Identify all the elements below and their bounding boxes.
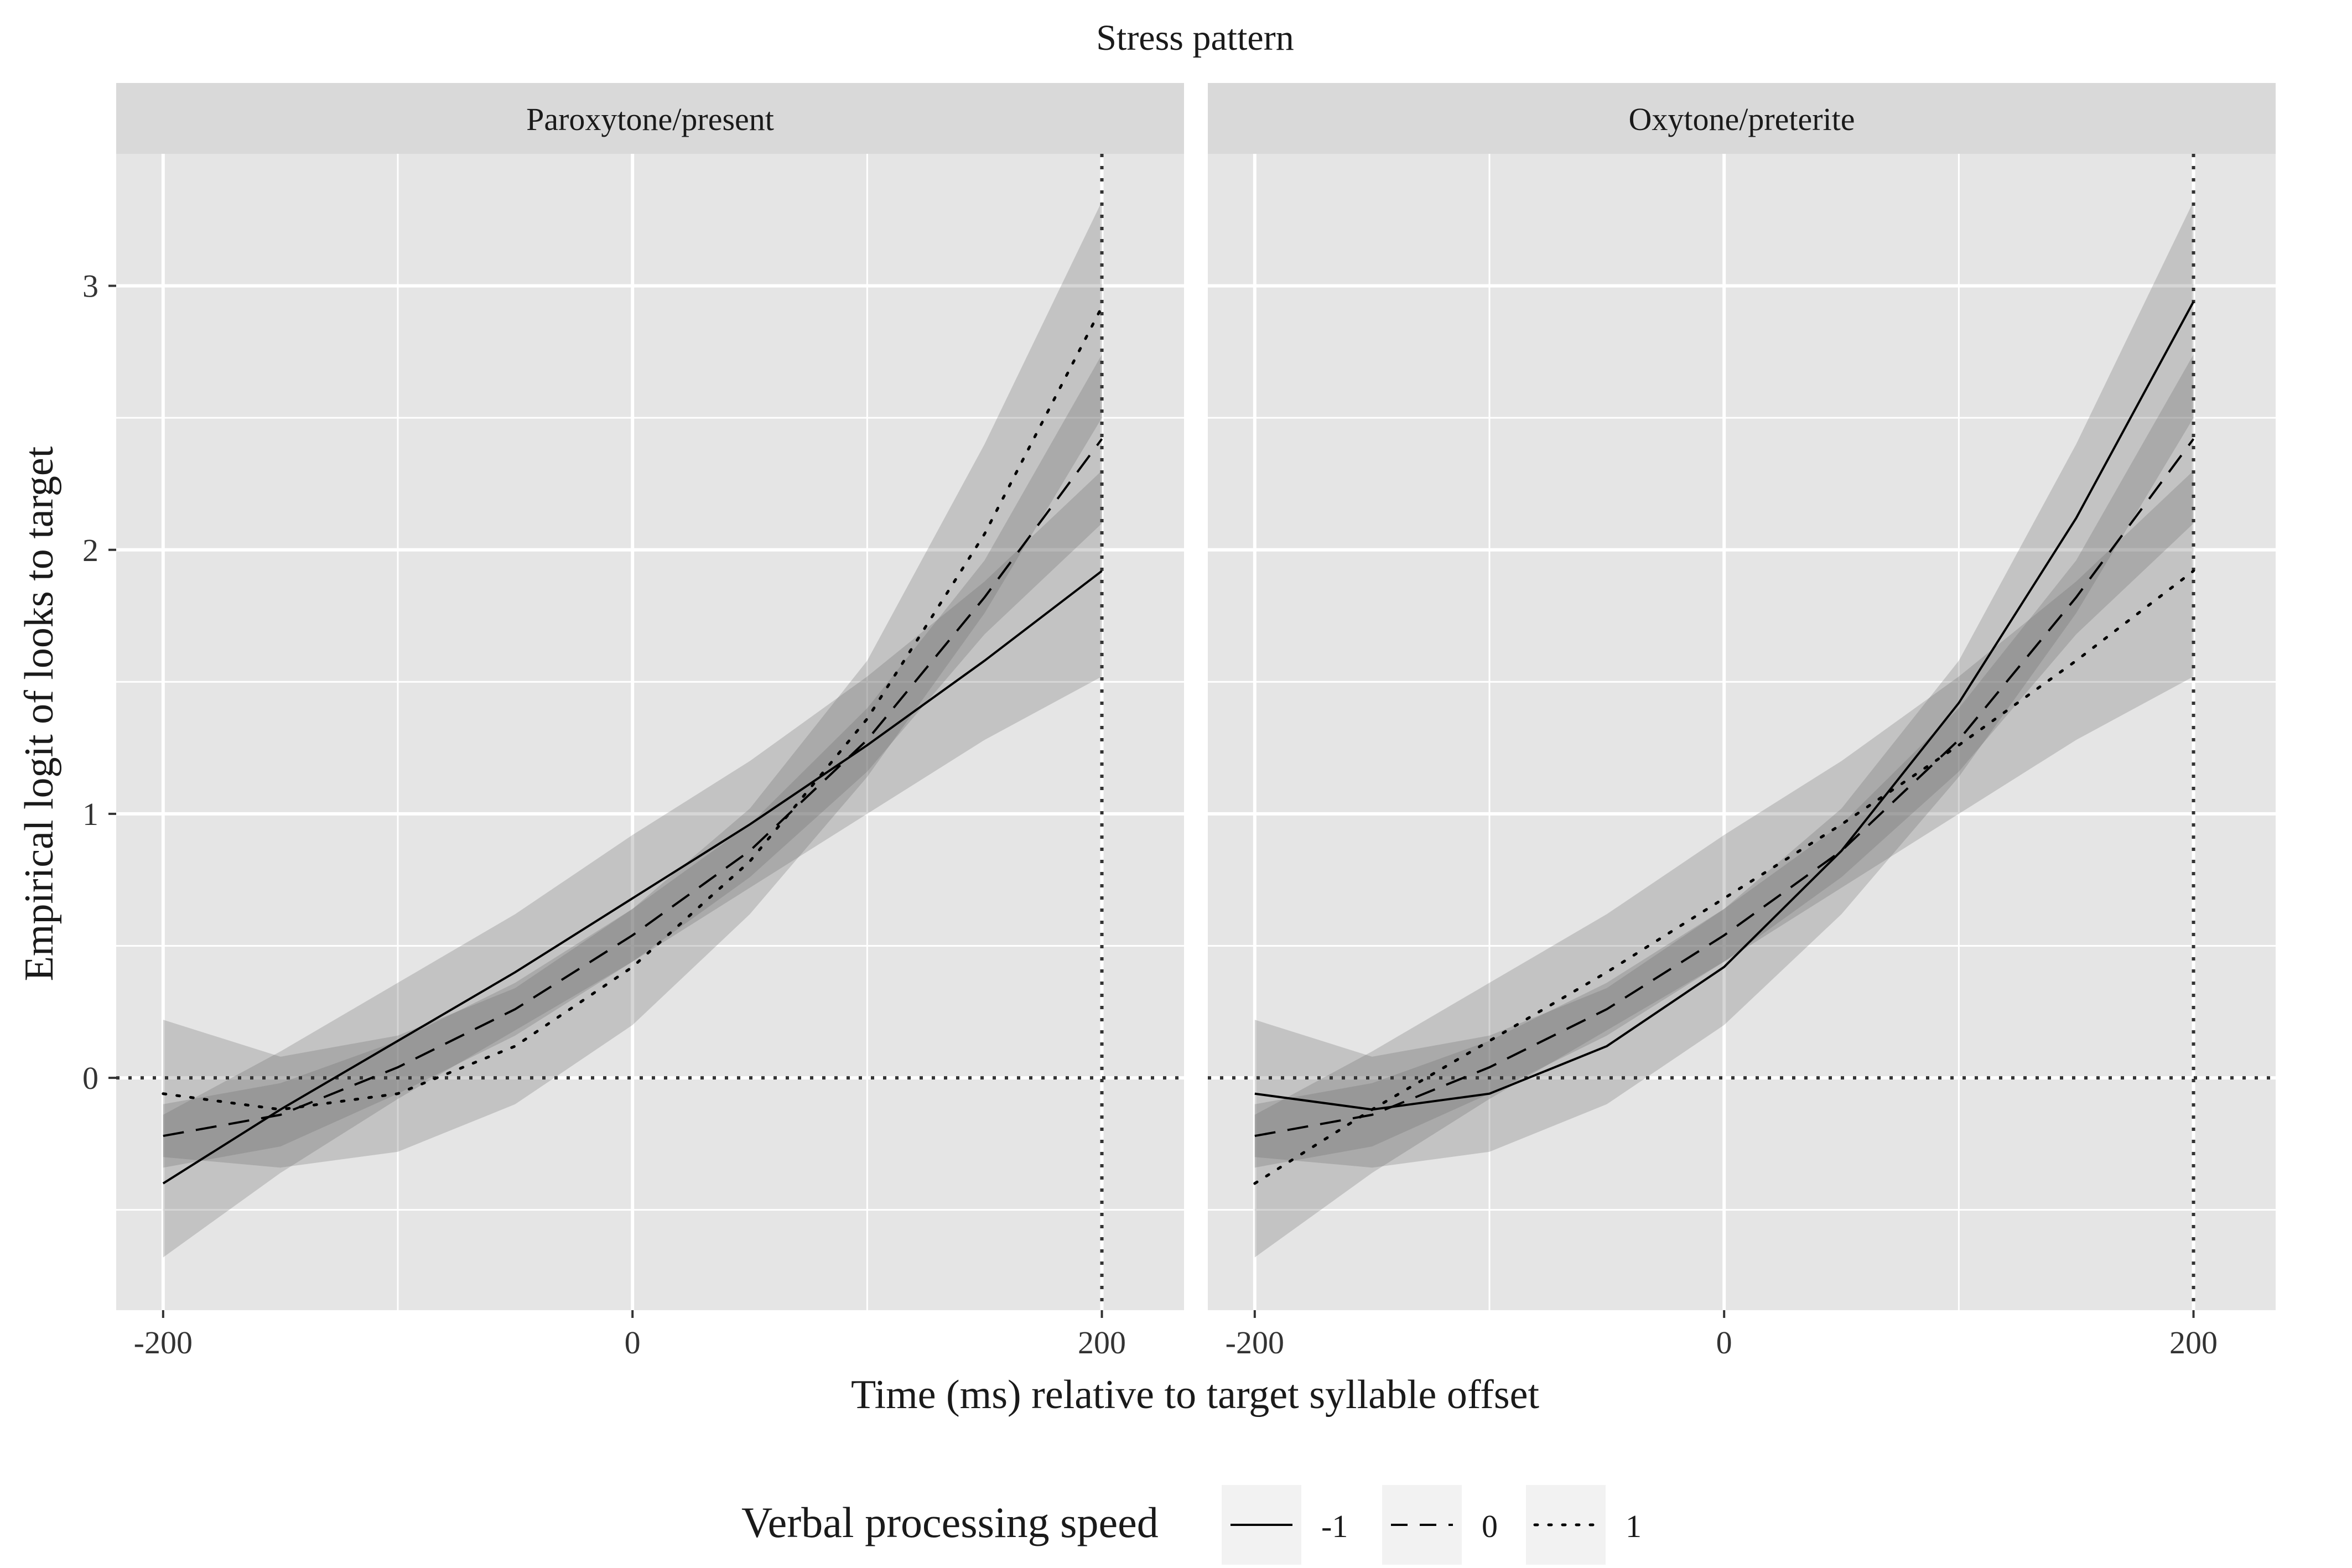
legend-label: 1 [1626, 1508, 1642, 1544]
legend-title: Verbal processing speed [741, 1498, 1159, 1546]
x-axis-title: Time (ms) relative to target syllable of… [851, 1372, 1539, 1418]
legend: Verbal processing speed -1 0 1 [741, 1485, 1642, 1565]
gridlines [116, 154, 1184, 1310]
x-tick-label: 0 [625, 1325, 641, 1361]
x-tick-label: 0 [1716, 1325, 1732, 1361]
legend-keys: -1 0 1 [1222, 1485, 1642, 1565]
ribbon-series--1 [163, 470, 1102, 1258]
facet-panel-2: Oxytone/preterite -200 0 200 [1208, 83, 2276, 1361]
x-tick-label: -200 [1226, 1325, 1284, 1361]
facet-strip-label: Oxytone/preterite [1628, 101, 1855, 137]
line-series-1 [1253, 569, 2195, 1185]
line-series-0 [1254, 438, 2195, 1138]
series-lines [1253, 301, 2195, 1185]
confidence-ribbons [1254, 201, 2194, 1258]
x-tick-label: -200 [134, 1325, 193, 1361]
x-tick-label: 200 [2169, 1325, 2218, 1361]
facet-panels: Paroxytone/present -200 0 200 0 1 2 3 Oxytone/pr… [82, 83, 2276, 1361]
confidence-ribbons [163, 201, 1102, 1258]
y-axis-ticks: 0 1 2 3 [82, 268, 116, 1096]
y-tick-label: 0 [82, 1060, 98, 1096]
line-series--1 [162, 570, 1103, 1185]
y-axis-title: Empirical logit of looks to target [17, 446, 62, 981]
y-tick-label: 1 [82, 796, 98, 832]
facet-strip [1208, 83, 2276, 154]
x-axis-ticks: -200 0 200 [134, 1310, 1126, 1361]
x-tick-label: 200 [1078, 1325, 1126, 1361]
legend-item-1: 1 [1526, 1485, 1642, 1565]
y-tick-label: 3 [82, 268, 98, 304]
y-tick-label: 2 [82, 532, 98, 568]
series-lines [162, 305, 1104, 1185]
x-axis-ticks: -200 0 200 [1226, 1310, 2218, 1361]
legend-item--1: -1 [1222, 1485, 1348, 1565]
legend-label: 0 [1482, 1508, 1498, 1544]
line-series--1 [1254, 301, 2195, 1111]
ribbon-series-1 [1254, 470, 2194, 1258]
facet-strip-label: Paroxytone/present [526, 101, 774, 137]
ribbon-series--1 [1254, 201, 2194, 1168]
panel-background [116, 154, 1184, 1310]
chart-title: Stress pattern [1096, 18, 1294, 58]
panel-background [1208, 154, 2276, 1310]
facet-strip [116, 83, 1184, 154]
line-series-0 [163, 438, 1103, 1138]
legend-item-0: 0 [1382, 1485, 1498, 1565]
facet-panel-1: Paroxytone/present -200 0 200 0 1 2 3 [82, 83, 1184, 1361]
ribbon-series-1 [163, 201, 1102, 1168]
legend-label: -1 [1321, 1508, 1348, 1544]
